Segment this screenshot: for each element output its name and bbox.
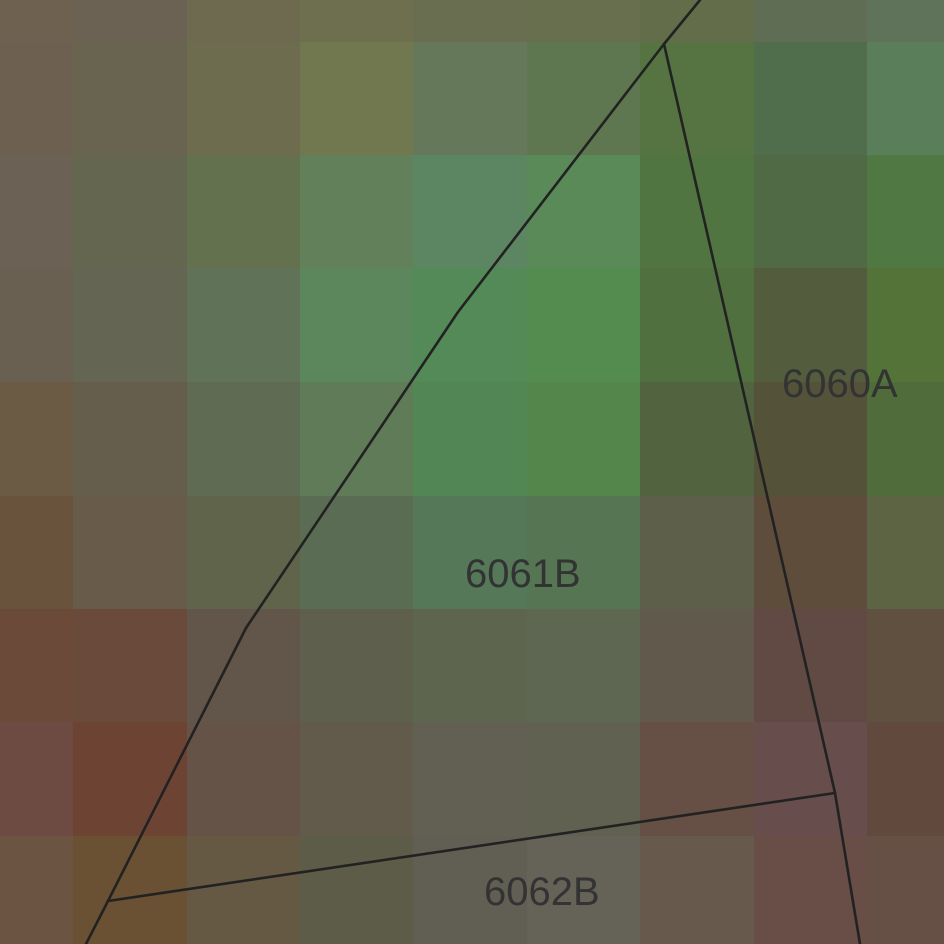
- raster-tile: [300, 382, 413, 496]
- raster-tile: [640, 0, 754, 42]
- raster-tile: [640, 836, 754, 944]
- raster-tile: [73, 836, 187, 944]
- raster-tile: [0, 609, 73, 722]
- raster-tile: [754, 496, 867, 609]
- raster-tile: [527, 722, 640, 836]
- raster-tile: [413, 496, 527, 609]
- raster-tile: [73, 382, 187, 496]
- raster-tile: [527, 836, 640, 944]
- parcel-6061b-west-boundary: [84, 0, 702, 944]
- raster-tile: [187, 268, 300, 382]
- raster-tile: [413, 155, 527, 268]
- parcel-label-6062b[interactable]: 6062B: [484, 870, 600, 914]
- raster-tile: [73, 268, 187, 382]
- parcel-6061b-6062b-boundary: [106, 791, 837, 903]
- raster-tile: [640, 382, 754, 496]
- raster-tile: [73, 0, 187, 42]
- raster-tile: [867, 0, 944, 42]
- raster-tile: [527, 268, 640, 382]
- raster-tile: [0, 836, 73, 944]
- raster-tile: [640, 155, 754, 268]
- raster-tile: [754, 268, 867, 382]
- raster-tile: [0, 722, 73, 836]
- raster-tile: [867, 268, 944, 382]
- raster-tile: [187, 382, 300, 496]
- raster-tile: [754, 836, 867, 944]
- raster-tile: [187, 496, 300, 609]
- parcel-label-6060a[interactable]: 6060A: [782, 362, 898, 406]
- raster-tile: [527, 382, 640, 496]
- raster-tile: [0, 382, 73, 496]
- raster-tile: [73, 722, 187, 836]
- raster-tile: [527, 0, 640, 42]
- raster-tile: [300, 42, 413, 155]
- raster-tile: [300, 496, 413, 609]
- raster-tile: [300, 155, 413, 268]
- raster-tile: [300, 0, 413, 42]
- raster-tile: [640, 496, 754, 609]
- raster-tile: [0, 268, 73, 382]
- raster-tile: [413, 0, 527, 42]
- raster-tile: [187, 42, 300, 155]
- raster-tile: [754, 609, 867, 722]
- raster-tile: [527, 609, 640, 722]
- raster-tile: [640, 42, 754, 155]
- raster-tile: [867, 722, 944, 836]
- raster-tile: [413, 268, 527, 382]
- raster-tile: [754, 0, 867, 42]
- raster-tile: [0, 496, 73, 609]
- raster-tile: [300, 722, 413, 836]
- raster-tile: [640, 609, 754, 722]
- raster-tile: [187, 609, 300, 722]
- raster-tile: [73, 155, 187, 268]
- raster-tile: [300, 268, 413, 382]
- raster-tile: [527, 496, 640, 609]
- raster-tile: [187, 836, 300, 944]
- raster-tile: [187, 0, 300, 42]
- raster-tile: [413, 42, 527, 155]
- raster-tile: [413, 722, 527, 836]
- raster-tile: [754, 382, 867, 496]
- raster-tile: [300, 836, 413, 944]
- raster-tile: [754, 155, 867, 268]
- raster-tile: [754, 42, 867, 155]
- raster-tile: [413, 609, 527, 722]
- raster-tile: [187, 722, 300, 836]
- parcel-6060a-6061b-boundary: [662, 42, 862, 944]
- parcel-label-6061b[interactable]: 6061B: [465, 552, 581, 596]
- raster-tile: [867, 382, 944, 496]
- raster-tile: [867, 836, 944, 944]
- raster-tile: [73, 609, 187, 722]
- raster-tile: [867, 496, 944, 609]
- raster-tile: [867, 42, 944, 155]
- raster-tile: [73, 42, 187, 155]
- raster-tile: [0, 0, 73, 42]
- raster-tile: [187, 155, 300, 268]
- raster-tile: [413, 382, 527, 496]
- raster-tile: [527, 155, 640, 268]
- raster-tile: [640, 722, 754, 836]
- raster-tile: [754, 722, 867, 836]
- raster-tile: [867, 609, 944, 722]
- raster-tile: [73, 496, 187, 609]
- raster-tile: [0, 155, 73, 268]
- raster-tile: [0, 42, 73, 155]
- raster-tile: [867, 155, 944, 268]
- raster-tile: [300, 609, 413, 722]
- raster-tile: [640, 268, 754, 382]
